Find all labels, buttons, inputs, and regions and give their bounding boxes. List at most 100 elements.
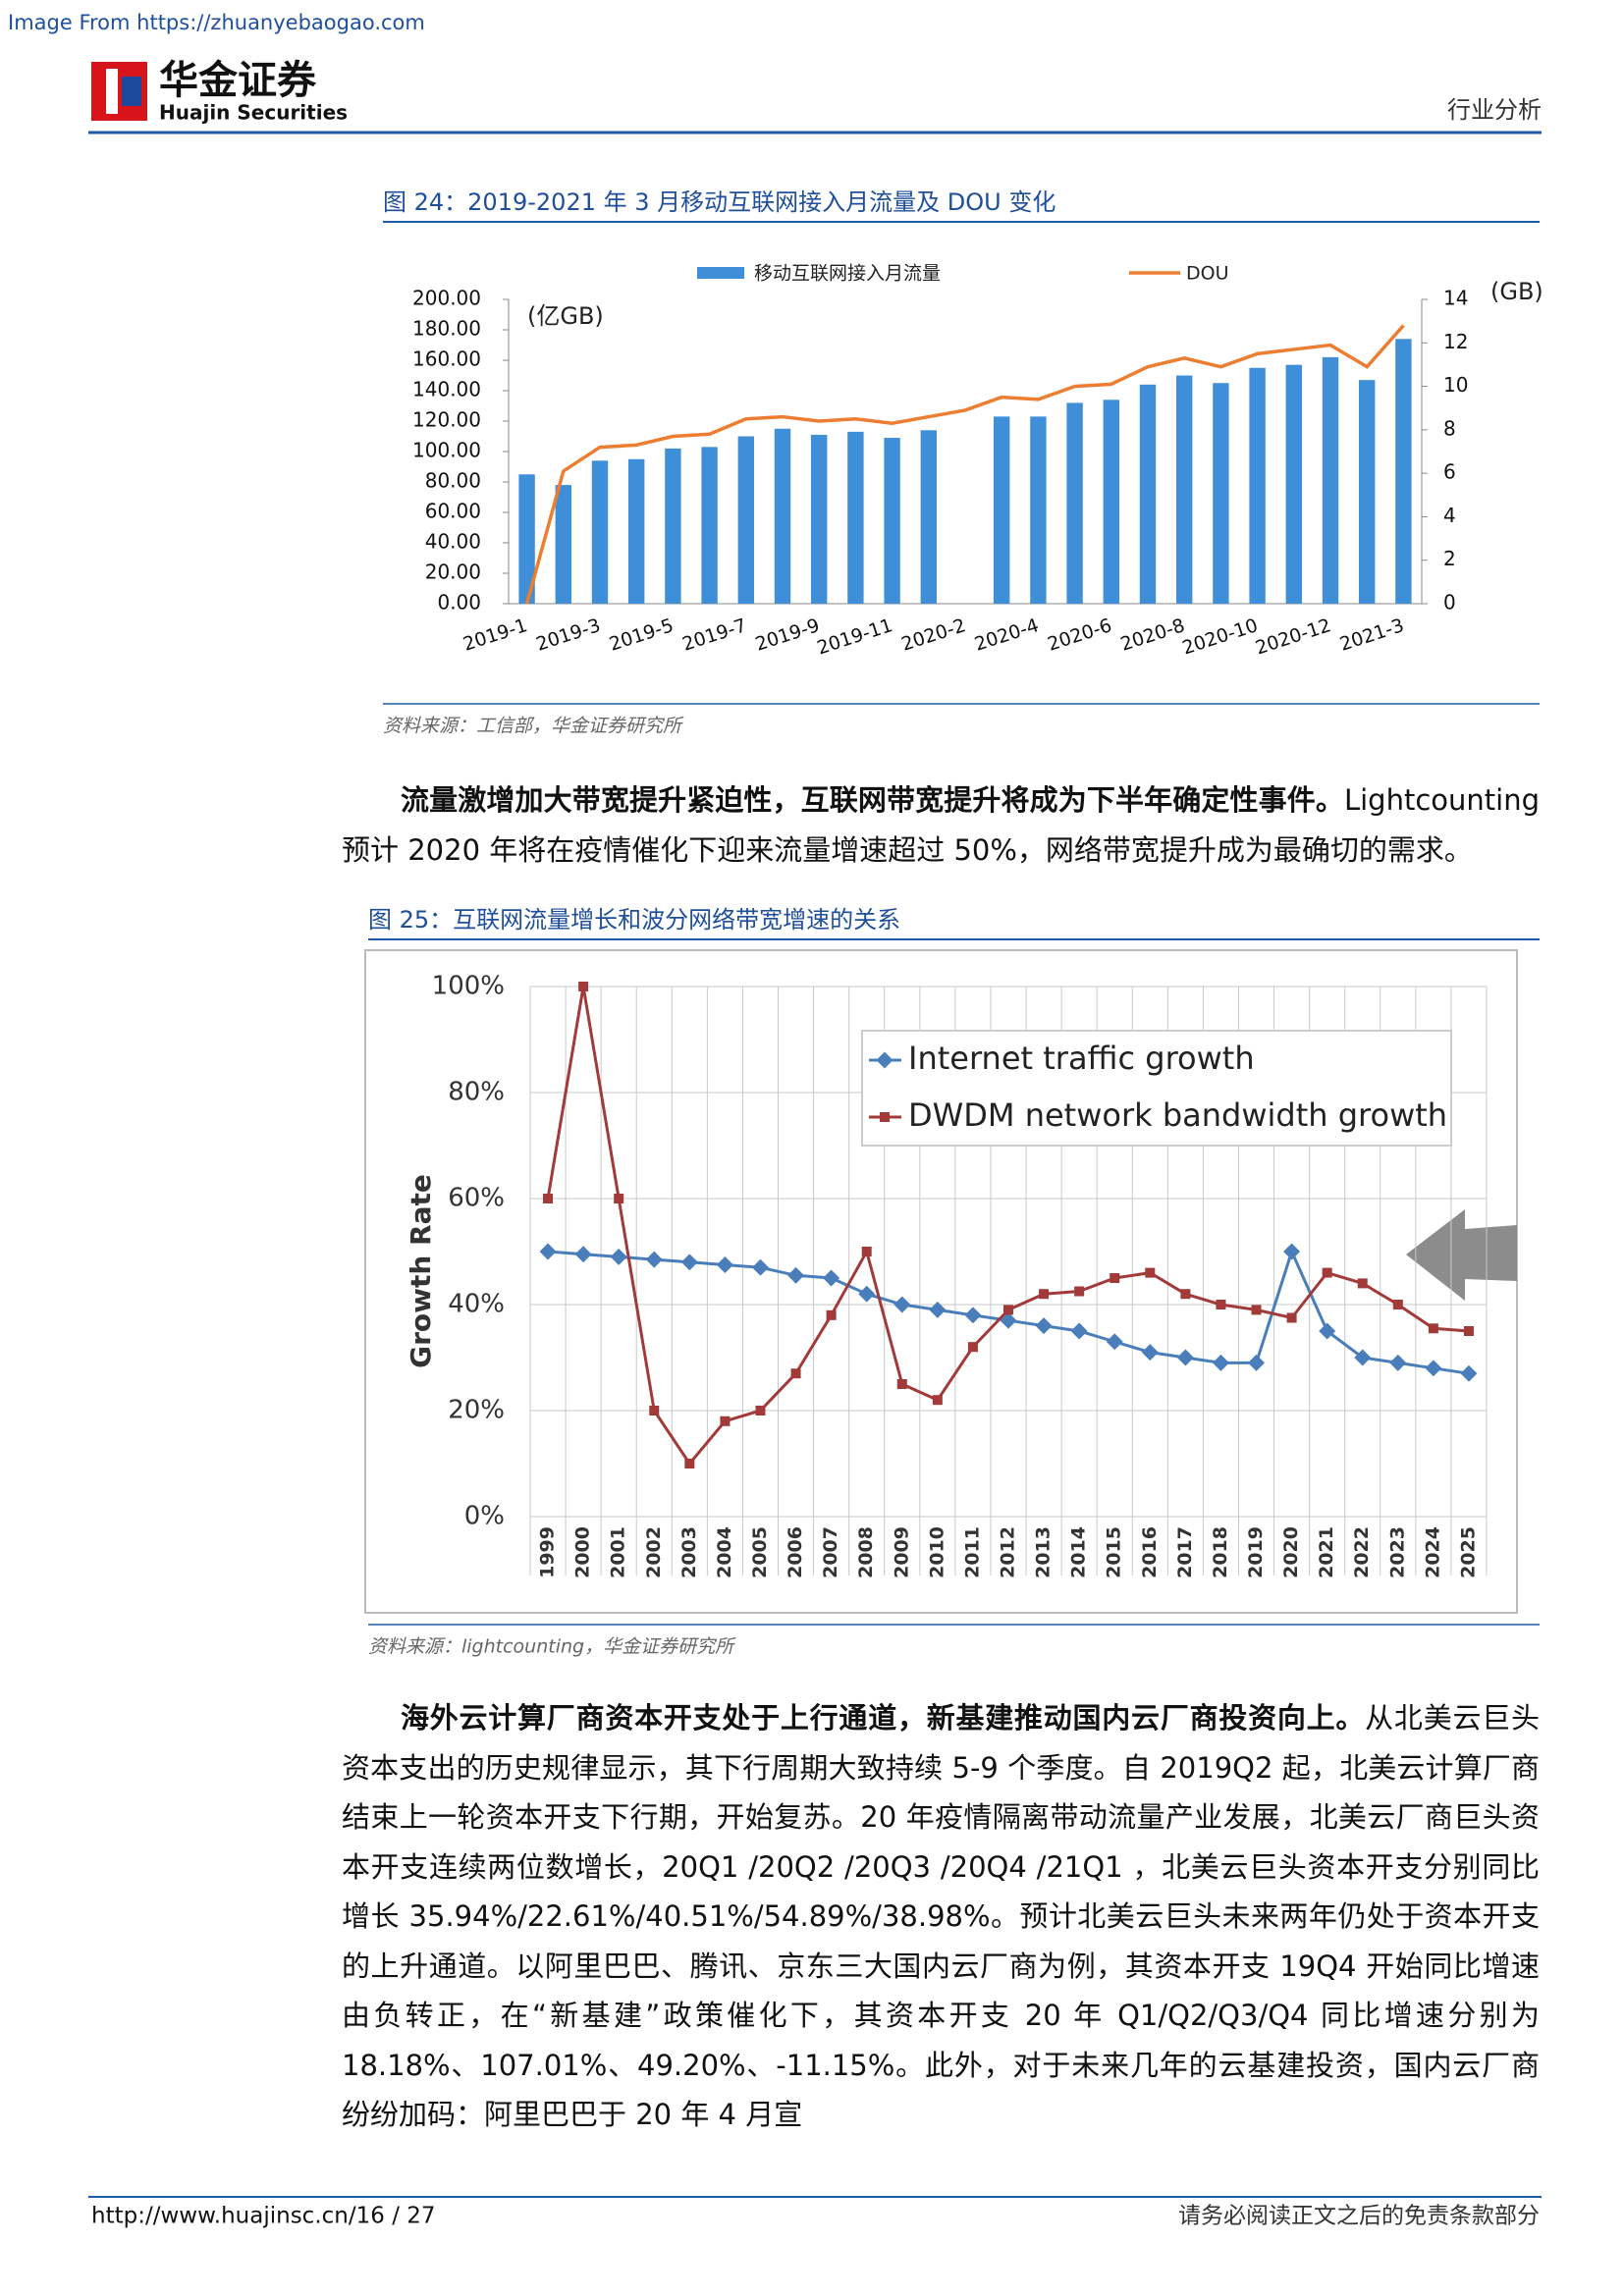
x-tick-label: 2024 [1422, 1526, 1443, 1578]
x-tick-label: 2000 [572, 1526, 594, 1578]
x-tick-label: 2022 [1351, 1526, 1373, 1578]
marker [1428, 1323, 1438, 1334]
bar [665, 448, 681, 604]
y2-tick-label: 10 [1443, 373, 1468, 397]
y-tick-label: 60% [448, 1184, 505, 1213]
marker [720, 1415, 731, 1426]
marker [645, 1251, 663, 1268]
y-tick-label: 80% [448, 1078, 505, 1107]
x-tick-label: 2003 [678, 1526, 700, 1578]
y2-tick-label: 8 [1443, 416, 1456, 440]
marker [574, 1246, 592, 1263]
x-tick-label: 2020 [1280, 1526, 1302, 1578]
bar [1395, 339, 1412, 604]
y-tick-label: 0.00 [437, 591, 481, 614]
figure-caption: 图 25：互联网流量增长和波分网络带宽增速的关系 [368, 906, 900, 934]
marker [929, 1301, 947, 1318]
bar [1249, 367, 1266, 604]
x-tick-label: 2020-4 [972, 614, 1042, 656]
x-tick-label: 2019 [1245, 1526, 1267, 1578]
brand-en: Huajin Securities [159, 101, 348, 125]
logo-part [106, 69, 118, 114]
marker [1319, 1322, 1336, 1340]
y-tick-label: 20.00 [425, 561, 481, 584]
marker [1212, 1354, 1229, 1371]
x-tick-label: 2002 [643, 1526, 665, 1578]
footer-left: http://www.huajinsc.cn/16 / 27 [91, 2204, 436, 2229]
marker [1425, 1360, 1442, 1377]
y-tick-label: 200.00 [412, 287, 481, 310]
bar [1103, 400, 1119, 604]
brand: 华金证券 [159, 58, 317, 103]
arrow [1406, 1209, 1517, 1301]
x-tick-label: 2006 [785, 1526, 806, 1578]
legend-swatch [697, 267, 744, 279]
marker [755, 1406, 766, 1415]
bar [591, 460, 609, 604]
marker [1283, 1243, 1301, 1260]
x-tick-label: 2020-2 [898, 614, 968, 656]
marker [751, 1258, 769, 1276]
marker [1354, 1349, 1372, 1366]
marker [1176, 1349, 1194, 1366]
marker [1460, 1364, 1478, 1382]
y-tick-label: 140.00 [412, 378, 481, 401]
y-tick-label: 20% [448, 1396, 505, 1425]
bar [701, 447, 718, 604]
y-tick-label: 40.00 [425, 530, 481, 554]
bar [1066, 402, 1083, 604]
bar [920, 430, 937, 604]
y2-tick-label: 12 [1443, 330, 1468, 353]
bar [1030, 416, 1047, 604]
marker [614, 1194, 624, 1203]
y-tick-label: 0% [464, 1502, 505, 1531]
paragraph-lead: 海外云计算厂商资本开支处于上行通道，新基建推动国内云厂商投资向上。 [401, 1701, 1366, 1735]
figure-source: 资料来源：lightcounting，华金证券研究所 [368, 1636, 736, 1658]
paragraph-lead: 流量激增加大带宽提升紧迫性，互联网带宽提升将成为下半年确定性事件。 [401, 783, 1344, 817]
y2-tick-label: 4 [1443, 504, 1456, 527]
y-tick-label: 60.00 [425, 500, 481, 523]
x-tick-label: 2020-12 [1253, 614, 1333, 659]
marker [680, 1254, 698, 1271]
marker [684, 1459, 695, 1468]
marker [1251, 1305, 1262, 1315]
bar [1285, 364, 1302, 604]
paragraph-text: 从北美云巨头资本支出的历史规律显示，其下行周期大致持续 5-9 个季度。自 20… [342, 1701, 1540, 2131]
x-tick-label: 2023 [1386, 1526, 1408, 1578]
figure-caption: 图 24：2019-2021 年 3 月移动互联网接入月流量及 DOU 变化 [383, 188, 1056, 216]
marker [826, 1309, 837, 1320]
bar [811, 434, 828, 604]
x-tick-label: 2019-7 [679, 614, 749, 656]
marker [1039, 1289, 1050, 1300]
x-tick-label: 2007 [820, 1526, 841, 1578]
x-tick-label: 2013 [1033, 1526, 1055, 1578]
marker [1145, 1267, 1156, 1278]
marker [1286, 1312, 1297, 1323]
x-tick-label: 2005 [749, 1526, 771, 1578]
marker [649, 1406, 660, 1415]
x-tick-label: 2019-3 [533, 614, 603, 656]
marker [578, 982, 589, 991]
x-tick-label: 2021 [1316, 1526, 1337, 1578]
x-tick-label: 2014 [1068, 1526, 1090, 1578]
marker [1035, 1317, 1053, 1335]
x-tick-label: 2019-1 [460, 614, 530, 656]
y-axis-label: (亿GB) [527, 302, 604, 330]
marker [610, 1248, 627, 1265]
x-tick-label: 1999 [537, 1526, 559, 1578]
y-axis-label: Growth Rate [405, 1174, 437, 1368]
x-tick-label: 2010 [926, 1526, 947, 1578]
y2-axis-label: (GB) [1490, 278, 1543, 305]
marker [823, 1269, 840, 1287]
line [524, 324, 1405, 605]
source-note: Image From https://zhuanyebaogao.com [8, 11, 425, 34]
marker [1392, 1300, 1403, 1309]
y-tick-label: 40% [448, 1290, 505, 1319]
x-tick-label: 2011 [961, 1526, 983, 1578]
x-tick-label: 2004 [714, 1526, 735, 1578]
y2-tick-label: 6 [1443, 460, 1456, 484]
x-tick-label: 2019-11 [815, 614, 895, 659]
x-tick-label: 2020-8 [1118, 614, 1188, 656]
marker [932, 1395, 943, 1406]
y-tick-label: 180.00 [412, 317, 481, 341]
